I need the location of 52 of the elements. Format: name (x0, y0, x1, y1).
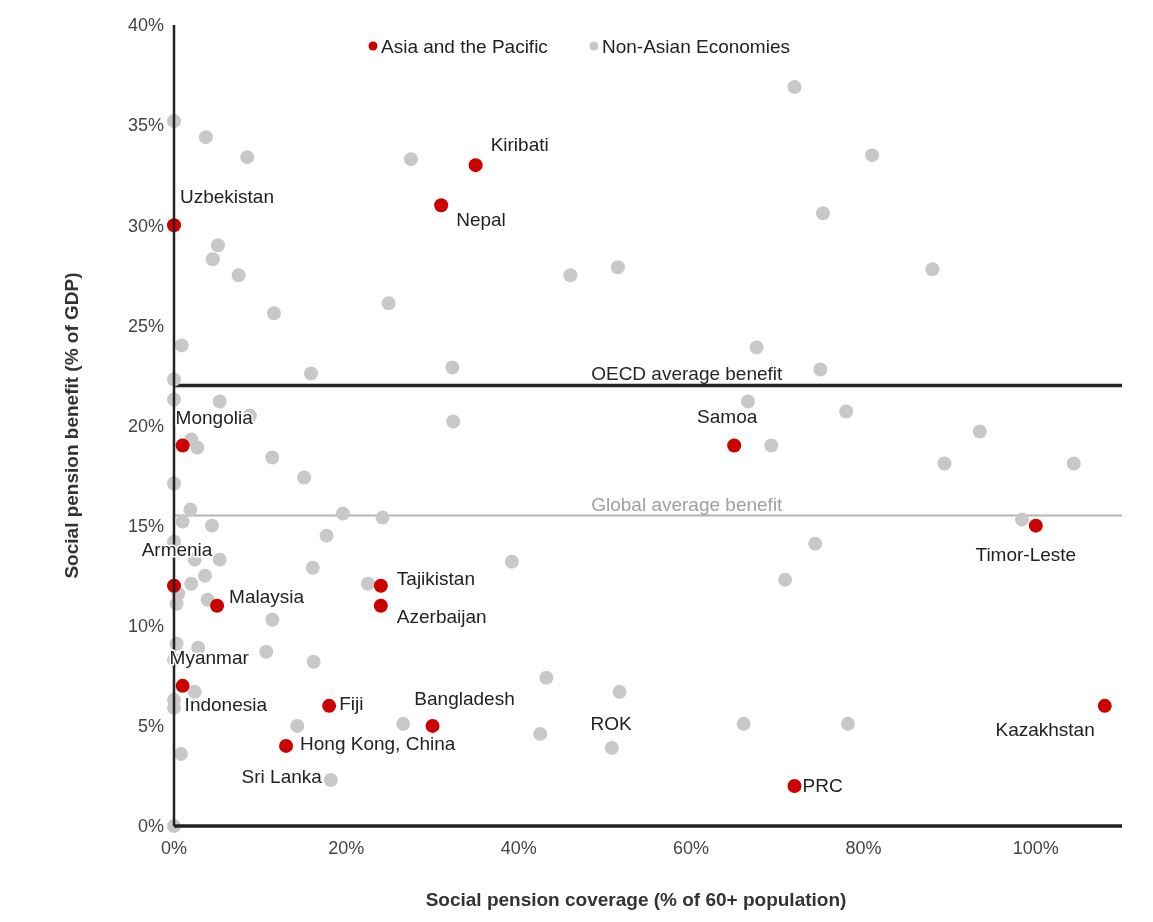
y-tick-label: 0% (137, 816, 164, 837)
annotation: Fiji (339, 692, 364, 714)
annotation: Azerbaijan (396, 605, 487, 627)
annotation: Kazakhstan (995, 718, 1095, 740)
y-tick-label: 30% (127, 215, 164, 236)
point (175, 438, 190, 453)
annotation: Indonesia (184, 693, 268, 715)
annotation: Tajikistan (396, 567, 475, 589)
y-tick-label: 40% (127, 15, 164, 36)
point (1028, 518, 1043, 533)
point (322, 698, 337, 713)
point (279, 738, 294, 753)
point (434, 198, 449, 213)
point (468, 158, 483, 173)
annotation: Sri Lanka (241, 765, 323, 787)
annotation: Uzbekistan (180, 186, 274, 208)
point (373, 598, 388, 613)
annotation: Malaysia (229, 585, 305, 607)
point (425, 718, 440, 733)
y-axis-title: Social pension benefit (% of GDP) (61, 272, 82, 579)
y-tick-label: 5% (137, 716, 164, 737)
x-tick-label: 60% (673, 838, 710, 858)
legend-label: Asia and the Pacific (381, 35, 548, 57)
x-tick-label: 100% (1012, 838, 1059, 858)
annotation: ROK (590, 713, 632, 734)
point (373, 578, 388, 593)
x-tick-label: 80% (845, 838, 882, 858)
annotation: Samoa (697, 405, 758, 427)
y-tick-label: 25% (127, 315, 164, 336)
y-tick-label: 35% (127, 115, 164, 136)
x-axis-title: Social pension coverage (% of 60+ population) (425, 889, 847, 910)
point (210, 598, 225, 613)
annotation: PRC (802, 774, 843, 796)
x-tick-label: 20% (328, 838, 365, 858)
point (1097, 698, 1112, 713)
y-tick-label: 15% (127, 515, 164, 536)
annotation: Kiribati (490, 134, 549, 156)
annotation: Mongolia (175, 406, 254, 428)
x-tick-label: 40% (500, 838, 537, 858)
annotation: Timor-Leste (975, 543, 1077, 565)
ref-line-label: Global average benefit (591, 493, 784, 515)
point (175, 678, 190, 693)
x-tick-label: 0% (160, 838, 188, 858)
ref-line-label: OECD average benefit (591, 363, 784, 385)
point (727, 438, 742, 453)
annotation: Hong Kong, China (300, 732, 456, 754)
y-tick-label: 10% (127, 616, 164, 637)
legend-label: Non-Asian Economies (602, 35, 790, 57)
annotation: Bangladesh (414, 687, 515, 709)
annotation: Nepal (456, 209, 506, 231)
point (787, 778, 802, 793)
y-tick-label: 20% (127, 415, 164, 436)
